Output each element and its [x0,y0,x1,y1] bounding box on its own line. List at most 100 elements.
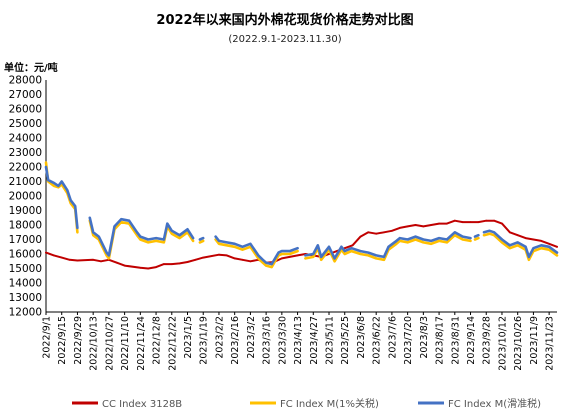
data-point [350,247,353,250]
x-tick-label: 2023/8/17 [435,316,446,365]
data-point [214,235,217,238]
data-point [88,216,91,219]
data-point [147,238,150,241]
data-point [186,261,189,263]
data-point [351,244,354,247]
data-point [461,238,464,241]
data-point [261,261,264,264]
data-point [469,237,472,240]
y-tick-label: 22000 [9,162,42,174]
x-tick-label: 2022/11/24 [136,316,147,371]
x-tick-label: 2023/3/2 [246,316,257,359]
legend-label: CC Index 3128B [102,399,182,410]
data-point [477,234,480,237]
data-point [477,221,480,224]
data-point [47,179,50,182]
data-point [261,258,264,261]
data-point [288,250,291,253]
data-point [108,257,110,260]
data-point [304,257,307,260]
y-tick-label: 26000 [9,104,42,116]
x-tick-label: 2022/12/8 [152,316,163,365]
y-tick-label: 28000 [9,75,42,87]
x-tick-label: 2022/9/29 [73,316,84,365]
data-point [488,232,491,235]
data-point [147,241,150,244]
x-tick-label: 2023/8/31 [450,316,461,365]
y-tick-label: 18000 [9,220,42,232]
data-point [202,237,205,240]
data-point [241,258,244,261]
data-point [422,241,425,244]
series-line [45,219,558,270]
data-point [367,251,370,254]
data-point [123,264,126,267]
data-point [343,250,346,253]
data-point [430,240,433,242]
data-point [108,254,110,257]
data-point [528,256,530,258]
data-point [516,241,519,244]
data-point [320,258,323,261]
data-point [422,238,425,241]
data-point [241,245,244,248]
x-tick-label: 2022/12/22 [167,316,178,371]
data-point [461,235,464,238]
series-1 [45,219,558,270]
data-point [136,231,138,234]
data-point [375,254,378,257]
data-point [406,241,409,244]
data-point [312,253,315,255]
legend-label: FC Index M(滑准税) [448,397,541,410]
data-point [280,257,283,260]
data-point [367,254,370,257]
x-tick-label: 2023/4/27 [309,316,320,365]
data-point [328,245,330,248]
data-point [92,234,95,237]
data-point [398,240,401,242]
y-tick-label: 13000 [9,292,42,304]
x-tick-label: 2023/6/8 [356,316,367,359]
data-point [53,182,55,184]
data-point [163,241,165,244]
data-point [92,231,95,234]
data-point [241,248,244,251]
x-tick-label: 2023/8/3 [419,316,430,359]
x-tick-label: 2023/11/23 [545,316,556,371]
data-point [532,247,535,250]
data-point [359,235,362,238]
x-tick-label: 2023/7/20 [403,316,414,365]
data-point [280,253,283,255]
data-point [296,254,299,257]
data-point [477,237,480,240]
data-point [265,261,267,264]
data-point [178,237,181,240]
data-point [92,258,95,261]
data-point [233,242,236,245]
data-point [333,257,336,260]
x-tick-label: 2023/1/19 [199,316,210,365]
x-tick-label: 2023/1/5 [183,316,194,359]
data-point [186,228,189,231]
x-tick-label: 2023/2/16 [230,316,241,365]
data-point [469,221,472,224]
data-point [249,242,252,245]
data-point [139,235,142,238]
data-point [453,231,456,234]
data-point [199,238,201,241]
x-tick-label: 2022/9/15 [57,316,68,365]
data-point [233,257,236,260]
series-line [44,165,559,266]
data-point [139,238,142,241]
data-point [469,240,472,242]
data-point [304,254,307,257]
data-point [398,227,401,229]
data-point [406,238,409,241]
data-point [438,240,440,242]
data-point [192,237,195,240]
data-point [76,259,79,262]
data-point [516,244,519,247]
data-point [280,250,283,253]
x-tick-label: 2023/5/11 [325,316,336,365]
